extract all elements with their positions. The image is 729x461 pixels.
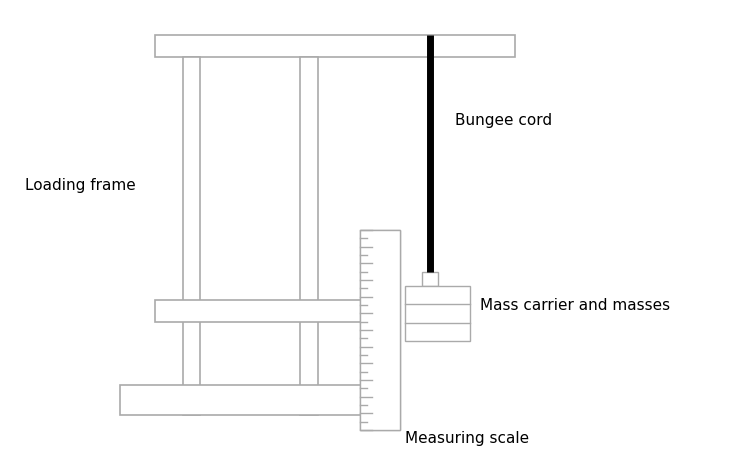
Bar xyxy=(155,300,365,322)
Text: Loading frame: Loading frame xyxy=(25,177,136,193)
Bar xyxy=(360,230,400,430)
Bar xyxy=(155,35,515,57)
Bar xyxy=(360,230,400,430)
Bar xyxy=(422,272,438,286)
Text: Bungee cord: Bungee cord xyxy=(455,112,552,128)
Text: Measuring scale: Measuring scale xyxy=(405,431,529,445)
Bar xyxy=(183,57,200,415)
Bar xyxy=(405,286,470,341)
Text: Mass carrier and masses: Mass carrier and masses xyxy=(480,297,670,313)
Bar xyxy=(120,385,385,415)
Bar xyxy=(300,57,318,415)
